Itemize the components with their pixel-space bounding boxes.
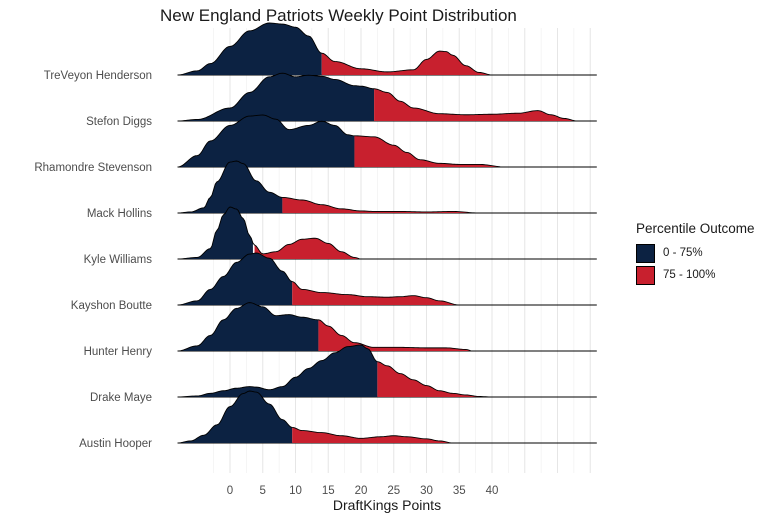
y-axis-label: Kayshon Boutte (71, 300, 152, 312)
density-area-low (177, 207, 253, 259)
x-tick-label: 25 (387, 485, 400, 497)
density-outline (177, 160, 479, 214)
density-area-high (282, 197, 479, 213)
y-axis-label: Drake Maye (90, 392, 152, 404)
x-tick-label: 15 (322, 485, 335, 497)
legend-title: Percentile Outcome (636, 221, 755, 236)
ridge-kayshon-boutte (177, 252, 597, 306)
density-area-high (377, 361, 492, 397)
density-outline (177, 390, 453, 444)
density-area-high (292, 281, 460, 305)
density-area-low (177, 345, 378, 397)
density-area-high (354, 135, 506, 167)
density-area-low (177, 161, 283, 213)
ridges (177, 22, 597, 444)
x-axis-label: DraftKings Points (333, 497, 441, 513)
density-outline (177, 252, 460, 306)
y-axis-label: TreVeyon Henderson (44, 70, 152, 82)
y-axis-label: Mack Hollins (87, 208, 152, 220)
density-area-low (177, 302, 319, 351)
density-area-low (177, 115, 355, 167)
density-area-high (374, 88, 578, 121)
x-tick-label: 35 (453, 485, 466, 497)
ridge-hunter-henry (177, 302, 597, 352)
y-axis-label: Rhamondre Stevenson (34, 162, 152, 174)
density-area-low (177, 73, 375, 121)
density-area-low (177, 23, 322, 75)
density-area-high (321, 51, 492, 75)
legend-label-low: 0 - 75% (663, 247, 703, 259)
ridge-stefon-diggs (177, 72, 597, 122)
ridge-austin-hooper (177, 390, 597, 444)
density-outline (177, 344, 493, 398)
density-area-high (254, 238, 361, 259)
grid-lines (213, 28, 591, 473)
density-area-high (292, 427, 453, 443)
x-tick-label: 20 (355, 485, 368, 497)
ridge-kyle-williams (177, 206, 597, 260)
density-outline (177, 22, 493, 76)
x-tick-label: 5 (260, 485, 266, 497)
y-axis-label: Hunter Henry (84, 346, 153, 358)
x-tick-label: 10 (289, 485, 302, 497)
y-axis-label: Austin Hooper (79, 438, 152, 450)
ridge-rhamondre-stevenson (177, 114, 597, 168)
y-axis-label: Kyle Williams (84, 254, 153, 266)
ridge-treveyon-henderson (177, 22, 597, 76)
density-outline (177, 302, 473, 352)
x-tick-label: 30 (420, 485, 433, 497)
density-outline (177, 114, 506, 168)
ridge-drake-maye (177, 344, 597, 398)
legend: Percentile Outcome 0 - 75% 75 - 100% (636, 221, 776, 286)
ridge-mack-hollins (177, 160, 597, 214)
density-area-low (177, 253, 293, 305)
legend-label-high: 75 - 100% (663, 269, 716, 281)
density-outline (177, 206, 362, 260)
y-axis-labels: TreVeyon Henderson Stefon Diggs Rhamondre … (34, 70, 152, 450)
x-tick-label: 0 (227, 485, 233, 497)
x-axis-ticks: 0 5 10 15 20 25 30 35 40 (227, 485, 499, 497)
x-tick-label: 40 (486, 485, 499, 497)
legend-swatch-low (636, 243, 655, 263)
legend-item-high: 75 - 100% (636, 264, 776, 286)
chart-title: New England Patriots Weekly Point Distri… (160, 6, 517, 25)
y-axis-label: Stefon Diggs (86, 116, 152, 128)
density-area-low (177, 391, 293, 443)
legend-item-low: 0 - 75% (636, 242, 776, 264)
legend-swatch-high (636, 265, 655, 285)
density-outline (177, 72, 578, 122)
